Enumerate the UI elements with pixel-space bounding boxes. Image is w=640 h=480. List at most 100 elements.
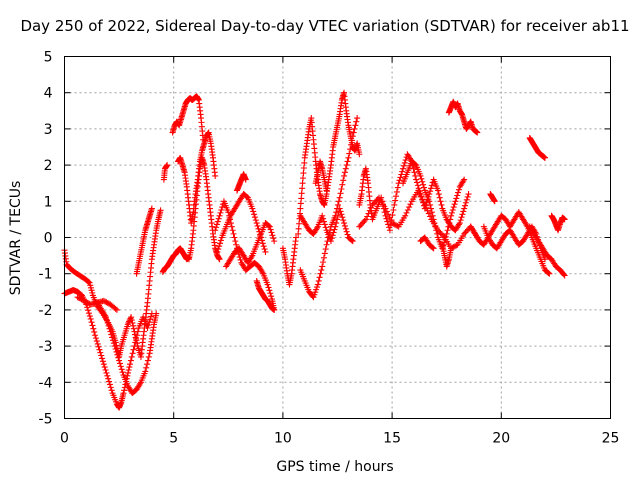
data-point xyxy=(145,322,152,329)
data-point xyxy=(360,219,367,226)
data-point xyxy=(98,352,105,359)
data-point xyxy=(428,182,435,189)
series-SDTVAR xyxy=(61,89,568,411)
data-point xyxy=(334,216,341,223)
data-point xyxy=(254,222,261,229)
data-point xyxy=(402,157,409,164)
data-point xyxy=(342,165,349,172)
x-tick-label: 25 xyxy=(602,431,620,447)
data-point xyxy=(225,209,232,216)
x-axis-label: GPS time / hours xyxy=(276,459,393,475)
data-point xyxy=(75,294,82,301)
data-point xyxy=(340,177,347,184)
data-point xyxy=(237,256,244,263)
data-point xyxy=(456,220,463,227)
data-point xyxy=(107,384,114,391)
y-tick-label: -3 xyxy=(39,339,53,355)
data-point xyxy=(142,368,149,375)
data-point xyxy=(462,199,469,206)
data-point xyxy=(446,220,453,227)
data-point xyxy=(118,366,125,373)
data-point xyxy=(100,361,107,368)
data-point xyxy=(336,194,343,201)
data-point xyxy=(420,184,427,191)
data-point xyxy=(349,238,356,245)
data-point xyxy=(105,322,112,329)
y-tick-label: 5 xyxy=(44,50,53,66)
y-tick-label: -2 xyxy=(39,303,53,319)
data-point xyxy=(429,244,436,251)
data-point xyxy=(119,369,126,376)
data-point xyxy=(334,201,341,208)
data-point xyxy=(383,208,390,215)
data-point xyxy=(217,240,224,247)
data-point xyxy=(394,184,401,191)
data-point xyxy=(427,185,434,192)
data-point xyxy=(436,194,443,201)
data-point xyxy=(411,169,418,176)
data-point xyxy=(426,198,433,205)
data-point xyxy=(251,211,258,218)
data-point xyxy=(424,207,431,214)
data-point xyxy=(421,201,428,208)
data-point xyxy=(127,357,134,364)
data-point xyxy=(420,181,427,188)
data-point xyxy=(270,235,277,242)
data-point xyxy=(329,232,336,239)
data-point xyxy=(406,204,413,211)
data-point xyxy=(89,322,96,329)
gridlines xyxy=(64,56,611,419)
data-point xyxy=(84,304,91,311)
data-point xyxy=(400,165,407,172)
y-tick-label: -1 xyxy=(39,267,53,283)
data-point xyxy=(268,229,275,236)
data-point xyxy=(448,209,455,216)
data-point xyxy=(314,281,321,288)
data-point xyxy=(110,340,117,347)
data-point xyxy=(397,174,404,181)
data-point xyxy=(437,230,444,237)
data-point xyxy=(455,221,462,228)
x-tick-label: 20 xyxy=(492,431,510,447)
data-point xyxy=(215,246,222,253)
data-point xyxy=(347,146,354,153)
data-point xyxy=(86,313,93,320)
data-point xyxy=(95,343,102,350)
data-point xyxy=(390,206,397,213)
data-point xyxy=(445,223,452,230)
data-point xyxy=(340,217,347,224)
data-point xyxy=(216,243,223,250)
data-point xyxy=(433,227,440,234)
data-point xyxy=(353,118,360,125)
data-point xyxy=(300,164,307,171)
data-point xyxy=(293,234,300,241)
data-point xyxy=(108,387,115,394)
data-point xyxy=(444,227,451,234)
data-point xyxy=(427,213,434,220)
data-point xyxy=(382,205,389,212)
data-point xyxy=(453,195,460,202)
data-point xyxy=(127,361,134,368)
data-point xyxy=(126,364,133,371)
data-point xyxy=(213,224,220,231)
data-point xyxy=(248,254,255,261)
data-point xyxy=(259,240,266,247)
data-point xyxy=(113,306,120,313)
data-point xyxy=(300,170,307,177)
data-point xyxy=(129,350,136,357)
data-point xyxy=(120,390,127,397)
data-point xyxy=(419,196,426,203)
data-point xyxy=(429,212,436,219)
data-point xyxy=(127,315,134,322)
data-point xyxy=(101,364,108,371)
data-point xyxy=(242,176,249,183)
data-point xyxy=(336,205,343,212)
data-point xyxy=(460,208,467,215)
data-point xyxy=(252,217,259,224)
data-point xyxy=(137,380,144,387)
data-point xyxy=(341,222,348,229)
data-point xyxy=(410,165,417,172)
data-point xyxy=(413,176,420,183)
data-point xyxy=(438,231,445,238)
data-point xyxy=(320,215,327,222)
